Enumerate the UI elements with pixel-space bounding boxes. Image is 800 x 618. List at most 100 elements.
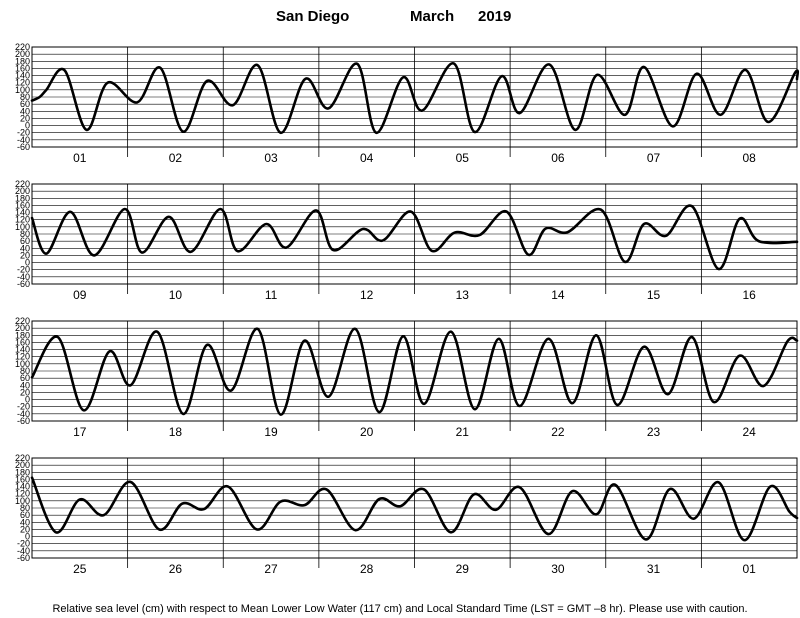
day-label: 10 <box>169 288 183 302</box>
y-tick-label: 120 <box>15 78 30 88</box>
panel-frame <box>31 457 798 559</box>
y-tick-label: -60 <box>17 279 30 289</box>
y-tick-label: 180 <box>15 330 30 340</box>
day-label: 28 <box>360 562 374 576</box>
y-tick-label: 40 <box>20 106 30 116</box>
y-tick-label: -40 <box>17 135 30 145</box>
title-location: San Diego <box>276 8 349 25</box>
day-label: 05 <box>456 151 470 165</box>
day-label: 01 <box>73 151 87 165</box>
day-label: 09 <box>73 288 87 302</box>
y-tick-label: 20 <box>20 524 30 534</box>
panel-3: -60-40-200204060801001201401601802002201… <box>15 316 799 439</box>
y-tick-label: -20 <box>17 539 30 549</box>
y-tick-label: -40 <box>17 409 30 419</box>
y-tick-label: 160 <box>15 200 30 210</box>
day-label: 20 <box>360 425 374 439</box>
y-tick-label: 0 <box>25 121 30 131</box>
day-label: 06 <box>551 151 565 165</box>
y-tick-label: 100 <box>15 359 30 369</box>
y-tick-label: 200 <box>15 186 30 196</box>
day-label: 15 <box>647 288 661 302</box>
y-tick-label: -20 <box>17 402 30 412</box>
day-label: 13 <box>456 288 470 302</box>
y-tick-label: -60 <box>17 142 30 152</box>
y-tick-label: 20 <box>20 113 30 123</box>
y-tick-label: 40 <box>20 517 30 527</box>
tide-curve <box>30 476 799 542</box>
panel-1: -60-40-200204060801001201401601802002200… <box>15 42 800 165</box>
panel-frame <box>31 183 798 285</box>
y-tick-label: 220 <box>15 316 30 326</box>
day-label: 12 <box>360 288 374 302</box>
y-tick-label: 220 <box>15 42 30 52</box>
y-tick-label: 60 <box>20 373 30 383</box>
y-tick-label: 120 <box>15 489 30 499</box>
y-tick-label: -40 <box>17 272 30 282</box>
day-label: 14 <box>551 288 565 302</box>
y-tick-label: 40 <box>20 243 30 253</box>
day-label: 31 <box>647 562 661 576</box>
y-tick-label: 180 <box>15 193 30 203</box>
y-tick-label: 120 <box>15 352 30 362</box>
day-label: 30 <box>551 562 565 576</box>
day-label: 11 <box>265 288 278 302</box>
day-label: 07 <box>647 151 661 165</box>
y-tick-label: 140 <box>15 208 30 218</box>
footer-note: Relative sea level (cm) with respect to … <box>52 603 747 615</box>
y-tick-label: 60 <box>20 510 30 520</box>
day-label: 16 <box>743 288 757 302</box>
y-tick-label: -60 <box>17 416 30 426</box>
day-label: 17 <box>73 425 87 439</box>
y-tick-label: 0 <box>25 395 30 405</box>
y-tick-label: 0 <box>25 258 30 268</box>
day-label: 24 <box>743 425 757 439</box>
day-label: 19 <box>264 425 278 439</box>
y-tick-label: 100 <box>15 85 30 95</box>
y-tick-label: 180 <box>15 467 30 477</box>
day-label: 01 <box>743 562 757 576</box>
y-tick-label: 220 <box>15 453 30 463</box>
day-label: 25 <box>73 562 87 576</box>
day-label: 26 <box>169 562 183 576</box>
y-tick-label: 100 <box>15 496 30 506</box>
y-tick-label: 80 <box>20 366 30 376</box>
day-label: 27 <box>264 562 278 576</box>
y-tick-label: 160 <box>15 474 30 484</box>
panel-frame <box>31 320 798 422</box>
tide-curve <box>30 327 799 416</box>
title-month: March <box>410 8 454 25</box>
y-tick-label: 140 <box>15 482 30 492</box>
panel-frame <box>31 46 798 148</box>
y-tick-label: 160 <box>15 63 30 73</box>
day-label: 22 <box>551 425 565 439</box>
y-tick-label: -40 <box>17 546 30 556</box>
y-tick-label: 20 <box>20 387 30 397</box>
tide-curve <box>30 62 800 135</box>
y-tick-label: 160 <box>15 337 30 347</box>
y-tick-label: 180 <box>15 56 30 66</box>
day-label: 03 <box>264 151 278 165</box>
y-tick-label: 220 <box>15 179 30 189</box>
y-tick-label: 200 <box>15 460 30 470</box>
title-year: 2019 <box>478 8 511 25</box>
day-label: 18 <box>169 425 183 439</box>
y-tick-label: 140 <box>15 345 30 355</box>
day-label: 29 <box>456 562 470 576</box>
y-tick-label: -20 <box>17 128 30 138</box>
day-label: 21 <box>456 425 470 439</box>
y-tick-label: 40 <box>20 380 30 390</box>
y-tick-label: 80 <box>20 503 30 513</box>
y-tick-label: 0 <box>25 532 30 542</box>
panels: -60-40-200204060801001201401601802002200… <box>15 42 800 576</box>
y-tick-label: 120 <box>15 215 30 225</box>
day-label: 23 <box>647 425 661 439</box>
y-tick-label: 200 <box>15 49 30 59</box>
y-tick-label: 60 <box>20 236 30 246</box>
y-tick-label: 200 <box>15 323 30 333</box>
y-tick-label: 100 <box>15 222 30 232</box>
y-tick-label: 60 <box>20 99 30 109</box>
